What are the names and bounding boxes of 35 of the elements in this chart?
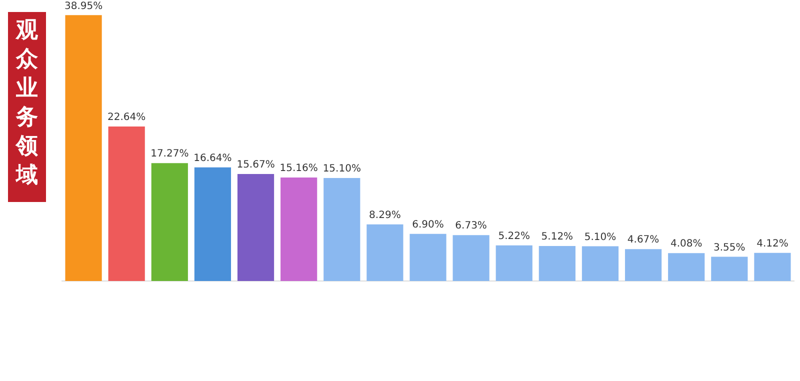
bar (711, 256, 748, 281)
text: 观众业务领域 (14, 17, 39, 190)
bar (324, 178, 360, 281)
data-label: 4.12% (756, 238, 788, 250)
bar (582, 246, 619, 281)
data-label: 5.22% (498, 230, 530, 242)
bar (108, 126, 145, 281)
bar (65, 15, 102, 281)
data-label: 16.64% (194, 153, 232, 164)
data-label: 5.10% (584, 232, 616, 243)
bar (668, 253, 705, 281)
data-label: 6.73% (455, 220, 487, 232)
bar (538, 246, 576, 281)
data-label: 5.12% (541, 232, 574, 243)
data-label: 3.55% (714, 242, 746, 254)
bar (754, 252, 791, 281)
bar (280, 178, 318, 281)
bar (151, 163, 188, 281)
bar (410, 234, 446, 281)
data-label: 15.10% (322, 164, 361, 175)
data-label: 38.95% (64, 0, 103, 12)
data-label: 6.90% (412, 220, 444, 230)
data-label: 4.08% (670, 238, 702, 250)
data-label: 8.29% (369, 210, 401, 222)
bar (237, 174, 274, 281)
data-label: 4.67% (627, 234, 660, 246)
bar (496, 245, 532, 281)
bar (452, 235, 490, 281)
data-label: 15.16% (280, 163, 318, 174)
bar (194, 167, 232, 281)
data-label: 15.67% (236, 160, 275, 171)
bar (624, 249, 662, 281)
data-label: 17.27% (150, 148, 189, 160)
bar (366, 224, 404, 281)
data-label: 22.64% (108, 112, 146, 124)
